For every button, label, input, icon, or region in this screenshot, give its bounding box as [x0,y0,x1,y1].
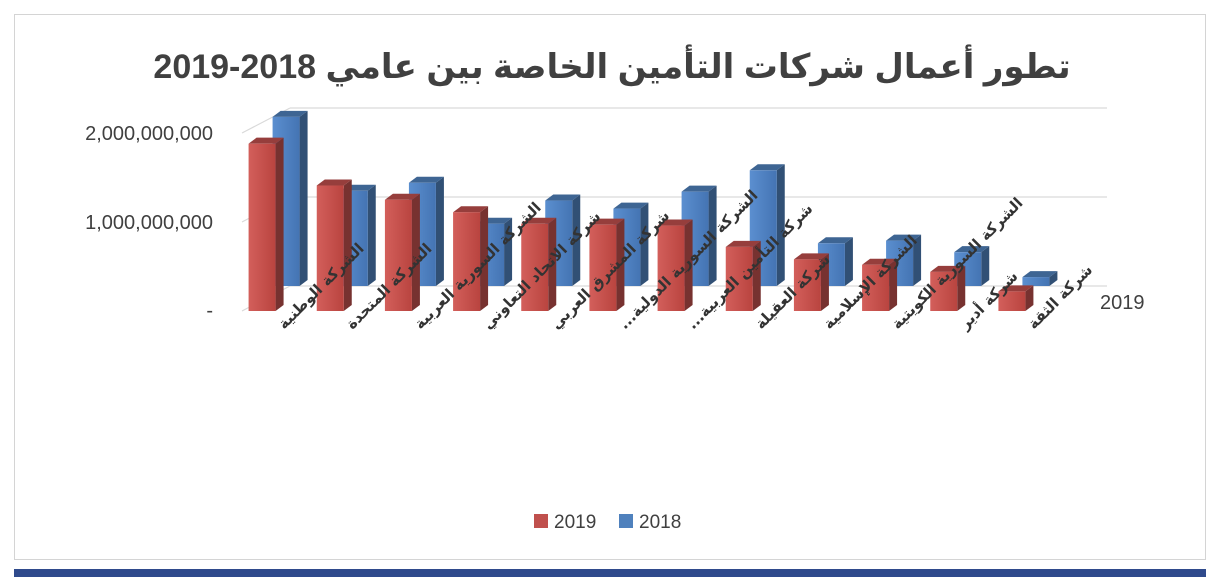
depth-axis-label: 2019 [1100,292,1145,314]
bottom-rule [14,569,1206,577]
bars [248,110,1058,311]
legend-label-2019: 2019 [554,512,596,533]
bar-2019 [862,258,898,311]
bar-2019 [930,265,966,311]
y-axis: - 1,000,000,000 2,000,000,000 [85,123,213,322]
bar-2019 [657,219,693,311]
bar-2019 [248,137,284,311]
y-tick-label: 1,000,000,000 [85,212,213,234]
bar-2019 [316,179,352,311]
bar-2019 [521,217,557,311]
legend-swatch-2018 [619,514,633,528]
bar-2019 [725,240,761,311]
chart-title: تطور أعمال شركات التأمين الخاصة بين عامي… [153,44,1070,87]
bar-2019 [589,218,625,311]
y-tick-label: 2,000,000,000 [85,123,213,145]
bar-2018 [954,246,990,286]
bar-2019 [384,193,420,311]
legend: 2019 2018 [534,512,681,533]
bar-2018 [1022,271,1058,286]
bar-2019 [998,285,1034,311]
bar-2019 [793,253,829,311]
bar-2019 [453,206,489,311]
legend-swatch-2019 [534,514,548,528]
y-tick-label: - [206,300,213,322]
legend-label-2018: 2018 [639,512,681,533]
